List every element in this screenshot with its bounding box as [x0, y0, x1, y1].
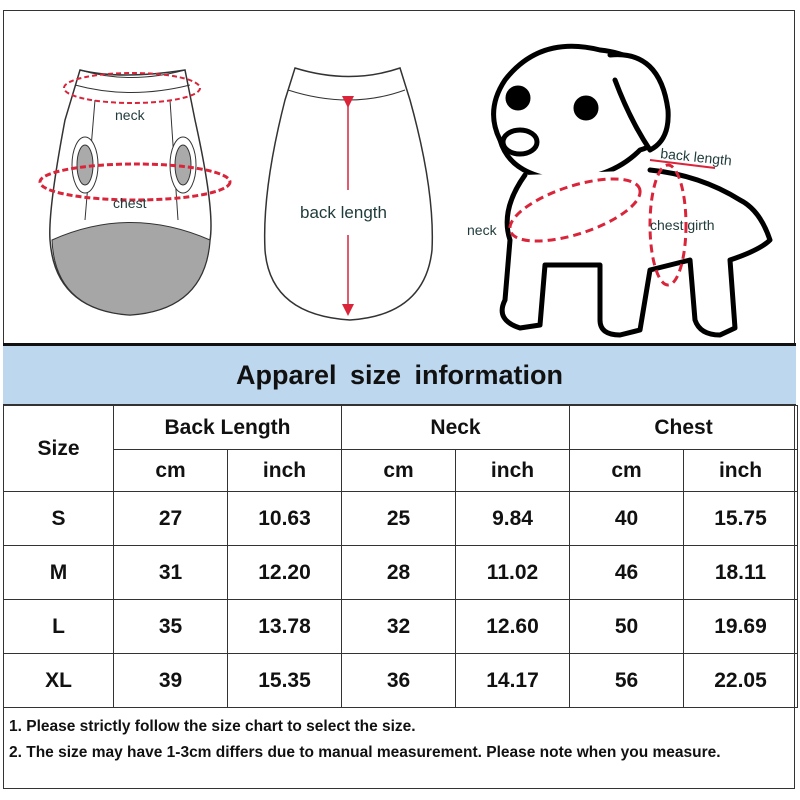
value-cell: 13.78 — [227, 599, 342, 654]
unit-header: cm — [341, 449, 456, 492]
value-cell: 56 — [569, 653, 685, 708]
value-cell: 10.63 — [227, 491, 342, 546]
dog-diagram — [491, 43, 773, 338]
unit-header: inch — [227, 449, 342, 492]
table-row: M 31 12.20 28 11.02 46 18.11 — [3, 545, 799, 600]
vest-back-diagram: back length — [263, 67, 434, 321]
group-header-row: Size Back Length Neck Chest — [3, 405, 799, 492]
value-cell: 14.17 — [454, 653, 571, 708]
value-cell: 35 — [113, 599, 228, 654]
value-cell: 28 — [341, 545, 456, 600]
group-neck: Neck — [340, 405, 571, 450]
value-cell: 31 — [113, 545, 228, 600]
value-cell: 36 — [341, 653, 456, 708]
note-1: 1. Please strictly follow the size chart… — [9, 718, 416, 735]
vest-chest-label: chest — [113, 195, 147, 211]
value-cell: 40 — [569, 491, 685, 546]
group-back-length: Back Length — [113, 405, 342, 450]
value-cell: 19.69 — [683, 599, 799, 654]
value-cell: 39 — [113, 653, 228, 708]
dog-neck-label: neck — [467, 222, 498, 238]
dog-measurement-lines — [508, 159, 716, 287]
unit-header: cm — [113, 449, 228, 492]
unit-header: inch — [683, 449, 799, 492]
value-cell: 25 — [341, 491, 456, 546]
table-row: XL 39 15.35 36 14.17 56 22.05 — [3, 653, 799, 708]
dog-back-length-label: back length — [660, 145, 733, 168]
measurement-illustrations: neck chest back length back length neck … — [38, 43, 773, 338]
value-cell: 11.02 — [454, 545, 571, 600]
size-cell: XL — [3, 653, 114, 708]
notes: 1. Please strictly follow the size chart… — [3, 710, 796, 790]
size-header: Size — [3, 405, 114, 492]
value-cell: 27 — [113, 491, 228, 546]
note-2: 2. The size may have 1-3cm differs due t… — [9, 744, 721, 761]
value-cell: 50 — [569, 599, 685, 654]
value-cell: 32 — [341, 599, 456, 654]
table-title: Apparel size information — [3, 343, 796, 405]
size-cell: S — [3, 491, 114, 546]
value-cell: 12.20 — [227, 545, 342, 600]
size-table: Size Back Length Neck Chest cm inch cm i… — [3, 405, 799, 708]
vest-back-length-label: back length — [300, 203, 387, 222]
dog-chest-girth-label: chest girth — [650, 217, 715, 233]
unit-header-row: cm inch cm inch cm inch — [4, 449, 799, 492]
table-row: L 35 13.78 32 12.60 50 19.69 — [3, 599, 799, 654]
vest-front-diagram: neck chest — [38, 69, 232, 316]
value-cell: 46 — [569, 545, 685, 600]
table-row: S 27 10.63 25 9.84 40 15.75 — [3, 491, 799, 546]
size-cell: M — [3, 545, 114, 600]
unit-header: inch — [454, 449, 571, 492]
unit-header: cm — [569, 449, 685, 492]
value-cell: 15.35 — [227, 653, 342, 708]
vest-neck-label: neck — [115, 107, 146, 123]
group-chest: Chest — [569, 405, 799, 450]
value-cell: 9.84 — [454, 491, 571, 546]
value-cell: 12.60 — [454, 599, 571, 654]
size-cell: L — [3, 599, 114, 654]
value-cell: 22.05 — [683, 653, 799, 708]
value-cell: 15.75 — [683, 491, 799, 546]
value-cell: 18.11 — [683, 545, 799, 600]
